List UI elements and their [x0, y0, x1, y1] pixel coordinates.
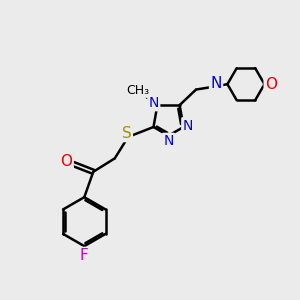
Text: F: F — [80, 248, 89, 263]
Text: N: N — [210, 76, 222, 91]
Text: CH₃: CH₃ — [126, 84, 149, 97]
Text: S: S — [122, 126, 132, 141]
Text: N: N — [148, 96, 159, 110]
Text: N: N — [182, 118, 193, 133]
Text: O: O — [265, 77, 277, 92]
Text: O: O — [60, 154, 72, 169]
Text: N: N — [163, 134, 174, 148]
